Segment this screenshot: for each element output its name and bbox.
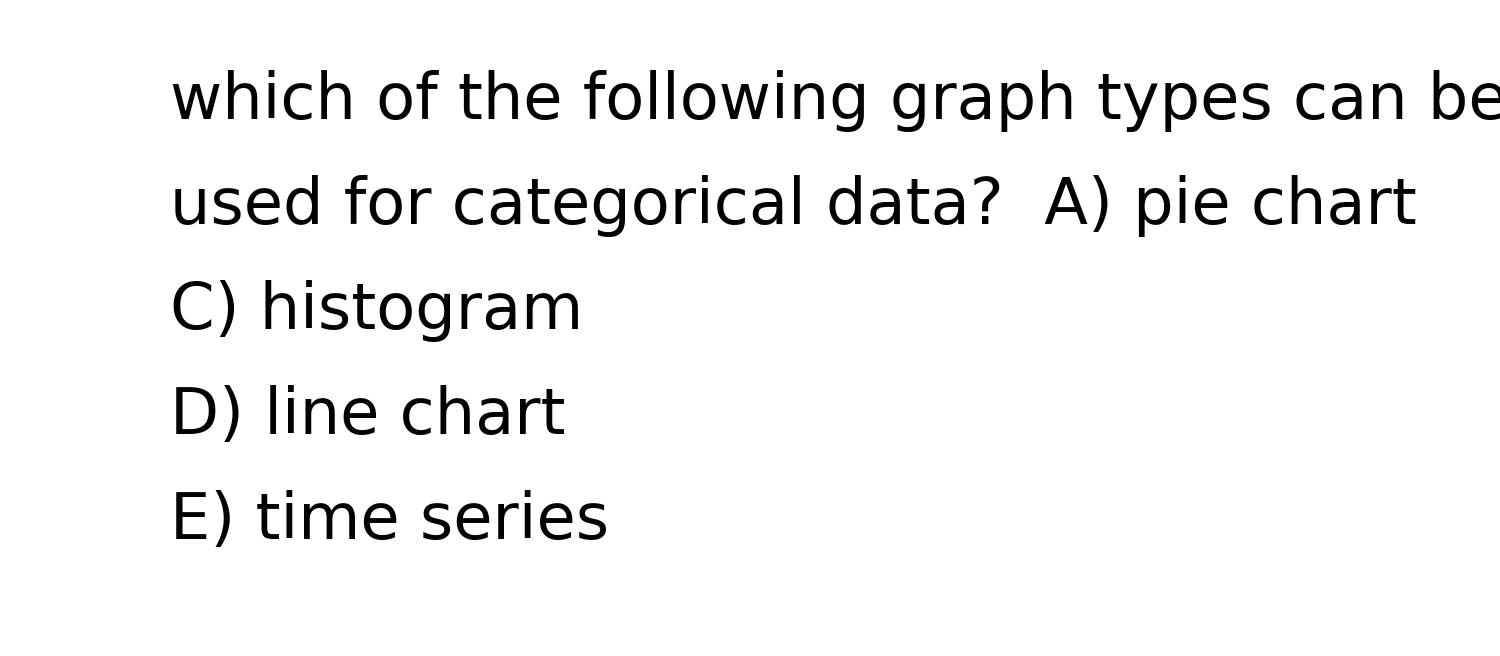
Text: which of the following graph types can be: which of the following graph types can b… <box>170 70 1500 132</box>
Text: E) time series: E) time series <box>170 490 609 552</box>
Text: D) line chart: D) line chart <box>170 385 566 447</box>
Text: used for categorical data?  A) pie chart: used for categorical data? A) pie chart <box>170 175 1416 237</box>
Text: C) histogram: C) histogram <box>170 280 584 342</box>
